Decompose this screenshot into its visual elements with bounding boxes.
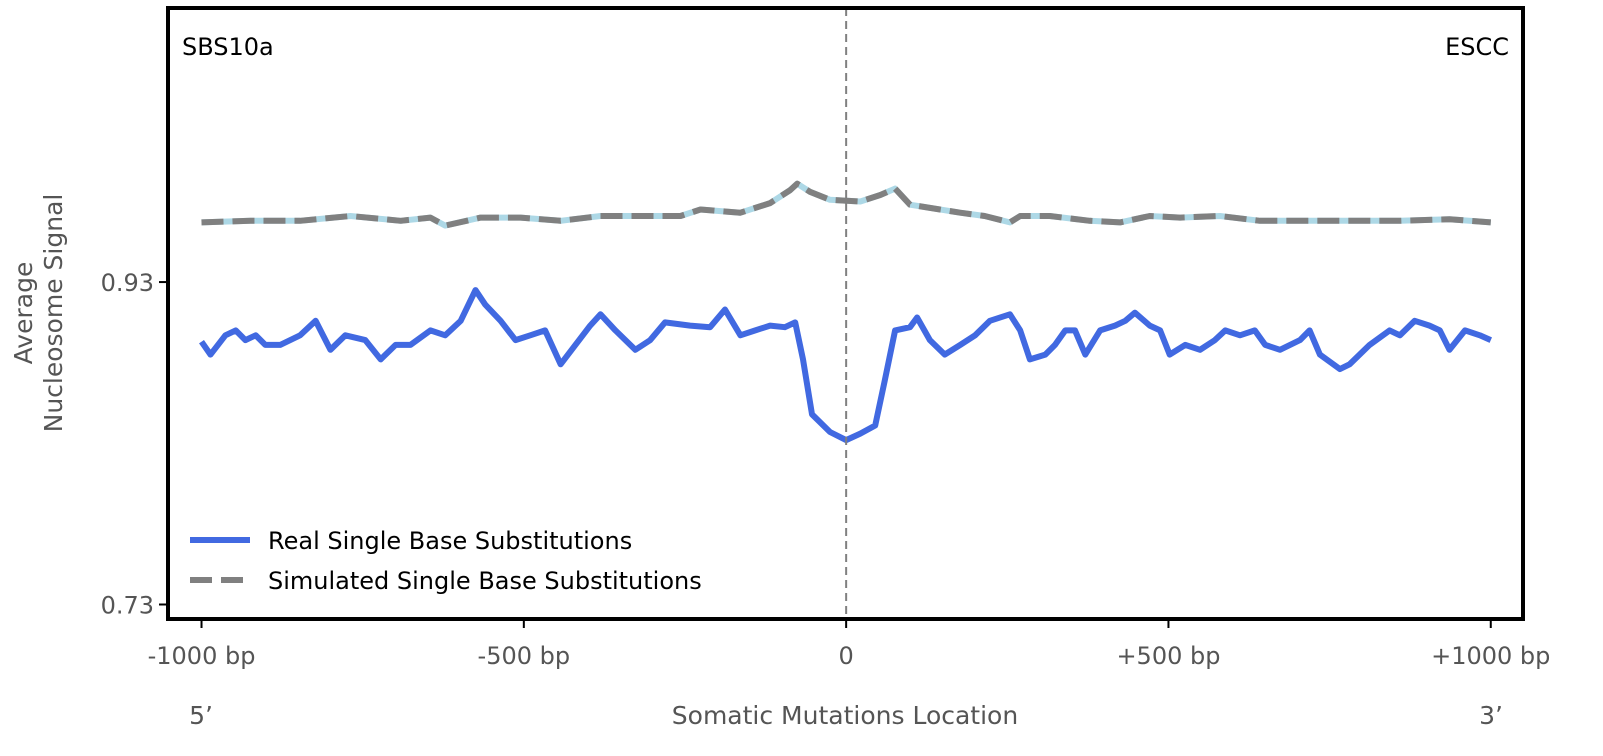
cancer-type-label: ESCC xyxy=(1445,33,1509,61)
simulated-series-line xyxy=(201,180,1492,229)
x-tick-label: -1000 bp xyxy=(148,642,256,670)
three-prime-label: 3’ xyxy=(1479,701,1503,730)
legend-label-real: Real Single Base Substitutions xyxy=(268,527,632,555)
y-axis-label-line2: Nucleosome Signal xyxy=(39,194,68,433)
legend: Real Single Base Substitutions Simulated… xyxy=(190,527,702,595)
real-series-line xyxy=(199,287,1492,444)
signature-label: SBS10a xyxy=(182,33,274,61)
x-tick-label: -500 bp xyxy=(478,642,571,670)
x-tick-label: +500 bp xyxy=(1116,642,1220,670)
x-tick-label: 0 xyxy=(839,642,854,670)
y-tick-label: 0.93 xyxy=(101,269,154,297)
x-axis-label: Somatic Mutations Location xyxy=(672,701,1018,730)
legend-label-simulated: Simulated Single Base Substitutions xyxy=(268,567,702,595)
y-axis-label-line1: Average xyxy=(9,262,38,365)
x-axis: -1000 bp -500 bp 0 +500 bp +1000 bp xyxy=(148,619,1550,670)
series-layer xyxy=(199,180,1492,444)
y-axis: 0.73 0.93 xyxy=(101,269,168,619)
y-tick-label: 0.73 xyxy=(101,591,154,619)
five-prime-label: 5’ xyxy=(189,701,213,730)
x-tick-label: +1000 bp xyxy=(1431,642,1550,670)
